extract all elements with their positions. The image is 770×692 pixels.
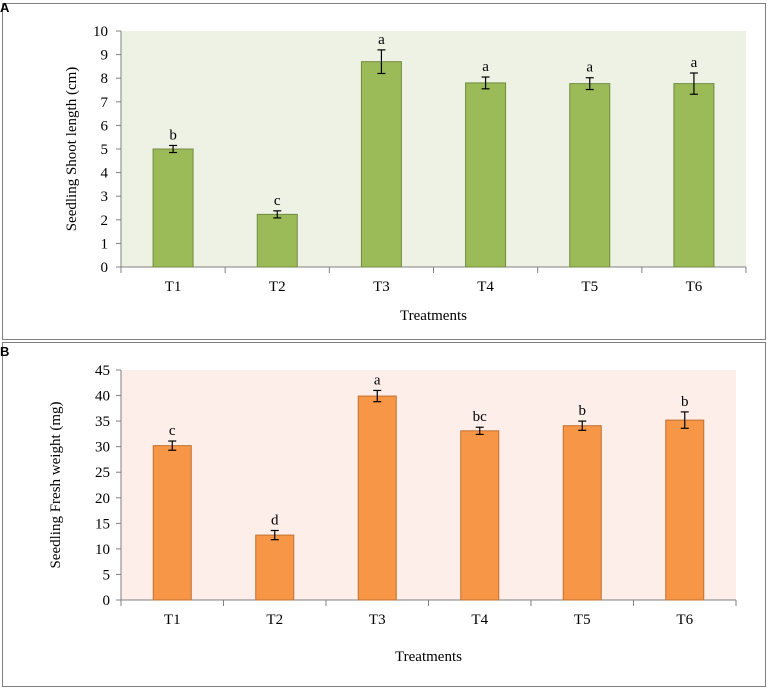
- b-bar-t1: [152, 445, 192, 601]
- a-bar-t4: [465, 82, 507, 268]
- b-bar-t6: [665, 419, 705, 601]
- a-y-tick-label: 2: [101, 213, 109, 229]
- a-y-tick-label: 1: [101, 236, 109, 252]
- a-significance-letter: a: [691, 55, 698, 71]
- panel-b-label: B: [0, 344, 10, 359]
- a-x-tick-label: T5: [581, 279, 598, 295]
- b-x-tick-label: T5: [574, 612, 591, 628]
- b-y-tick-label: 5: [103, 567, 111, 583]
- a-y-tick-label: 9: [101, 48, 109, 64]
- b-bar-t5: [562, 425, 602, 601]
- b-bar-t2: [255, 534, 295, 601]
- a-y-tick-label: 5: [101, 142, 109, 158]
- panel-a-label: A: [0, 0, 10, 15]
- a-significance-letter: b: [169, 127, 177, 143]
- b-bar-t3: [357, 395, 397, 601]
- b-y-tick-label: 20: [95, 491, 110, 507]
- b-bar-t4: [460, 430, 500, 601]
- b-y-tick-label: 0: [103, 593, 111, 609]
- a-y-tick-label: 8: [101, 71, 109, 87]
- b-x-tick-label: T1: [164, 612, 181, 628]
- b-significance-letter: a: [374, 372, 381, 388]
- a-x-tick-label: T2: [269, 279, 286, 295]
- b-y-tick-label: 30: [95, 440, 110, 456]
- a-x-tick-label: T1: [165, 279, 182, 295]
- a-x-tick-label: T4: [477, 279, 494, 295]
- b-y-axis-title: Seedling Fresh weight (mg): [48, 401, 64, 568]
- a-x-tick-label: T3: [373, 279, 390, 295]
- a-bar-t6: [673, 83, 715, 268]
- b-x-tick-label: T2: [266, 612, 283, 628]
- b-significance-letter: d: [271, 512, 279, 528]
- b-x-tick-label: T6: [676, 612, 693, 628]
- b-y-tick-label: 15: [95, 516, 110, 532]
- a-y-tick-label: 6: [101, 118, 109, 134]
- a-plot-area: [121, 31, 746, 267]
- b-y-tick-label: 35: [95, 414, 110, 430]
- a-y-tick-label: 3: [101, 189, 109, 205]
- b-x-axis-title: Treatments: [395, 649, 462, 665]
- a-significance-letter: a: [586, 60, 593, 76]
- b-significance-letter: bc: [473, 409, 488, 425]
- a-y-tick-label: 7: [101, 95, 109, 111]
- b-significance-letter: b: [681, 394, 689, 410]
- a-y-tick-label: 0: [101, 260, 109, 276]
- b-y-tick-label: 40: [95, 389, 110, 405]
- b-y-tick-label: 45: [95, 363, 110, 379]
- a-bar-t5: [569, 83, 611, 268]
- a-x-tick-label: T6: [686, 279, 703, 295]
- b-x-tick-label: T3: [369, 612, 386, 628]
- a-bar-t3: [360, 61, 402, 268]
- a-y-tick-label: 4: [101, 166, 109, 182]
- a-y-axis-title: Seedling Shoot length (cm): [64, 67, 80, 232]
- b-significance-letter: c: [169, 423, 176, 439]
- b-x-tick-label: T4: [471, 612, 488, 628]
- b-plot-area: [121, 370, 736, 600]
- a-x-axis-title: Treatments: [400, 308, 467, 324]
- a-significance-letter: a: [378, 32, 385, 48]
- b-significance-letter: b: [579, 403, 587, 419]
- a-significance-letter: c: [274, 193, 281, 209]
- a-y-tick-label: 10: [93, 24, 108, 40]
- a-bar-t1: [152, 148, 194, 268]
- b-y-tick-label: 25: [95, 465, 110, 481]
- a-significance-letter: a: [482, 59, 489, 75]
- b-y-tick-label: 10: [95, 542, 110, 558]
